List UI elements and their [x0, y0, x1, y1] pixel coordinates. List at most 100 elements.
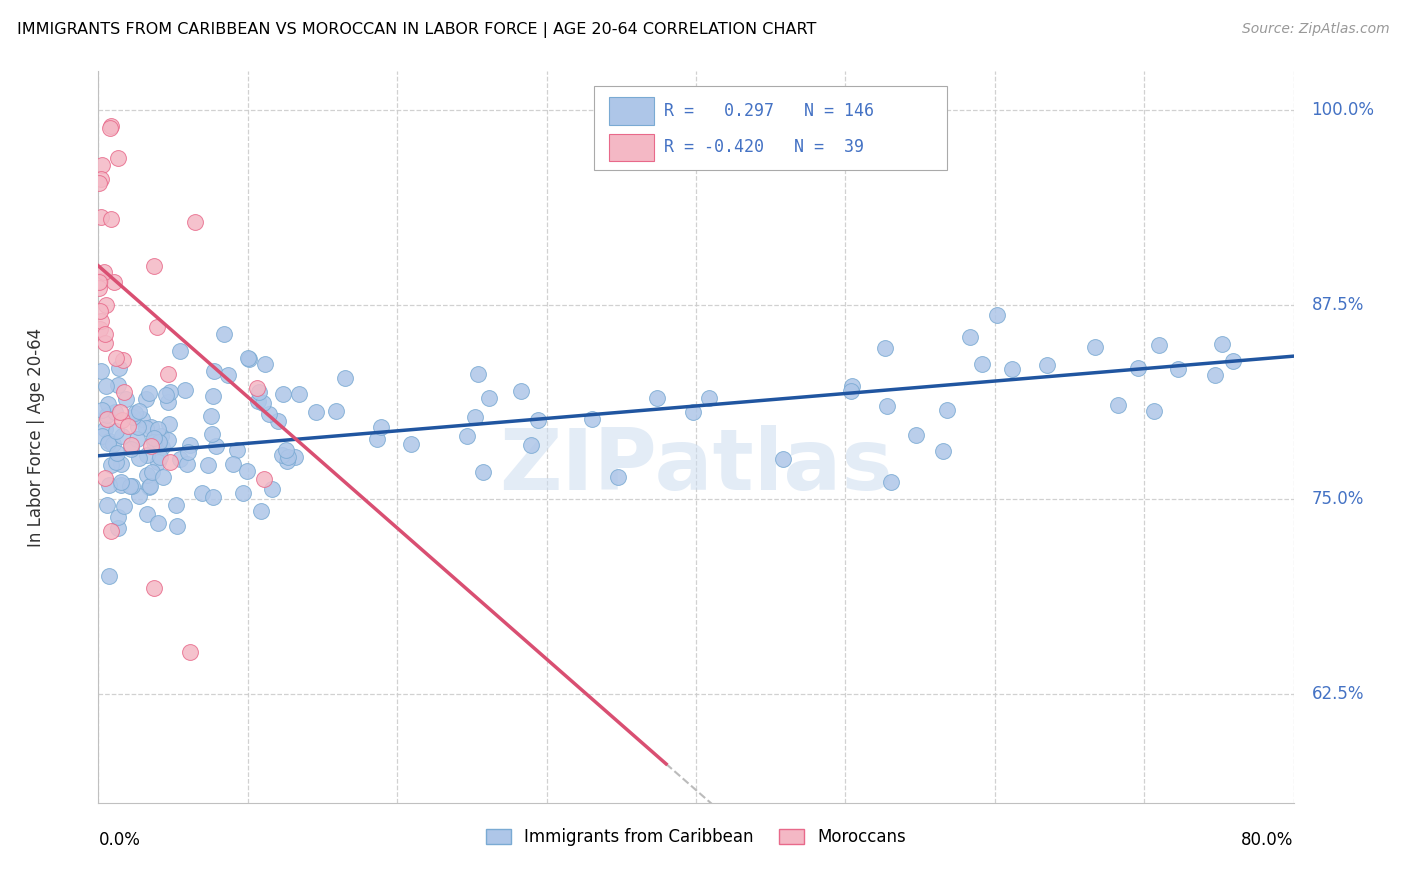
Point: [247, 384, 270, 399]
Point: [277, 450, 299, 464]
Point: [98, 477, 121, 491]
Point: [89, 274, 111, 288]
Point: [90, 172, 112, 186]
Point: [472, 465, 495, 479]
Point: [96, 408, 118, 422]
Point: [120, 479, 142, 493]
Point: [97, 397, 120, 411]
Point: [131, 412, 153, 426]
Point: [94, 298, 117, 312]
Point: [478, 391, 501, 405]
Point: [190, 486, 212, 500]
Point: [931, 444, 953, 458]
Point: [135, 421, 157, 435]
Point: [217, 368, 239, 382]
Point: [1036, 358, 1059, 372]
Point: [276, 453, 298, 467]
Point: [177, 445, 200, 459]
Point: [221, 457, 243, 471]
Point: [1204, 368, 1226, 382]
Point: [150, 428, 173, 442]
Point: [527, 413, 550, 427]
Point: [1149, 338, 1171, 352]
Point: [107, 521, 129, 535]
Point: [145, 320, 167, 334]
Point: [1222, 354, 1244, 368]
Point: [112, 499, 135, 513]
Point: [128, 489, 150, 503]
Point: [1084, 340, 1107, 354]
Point: [107, 510, 129, 524]
Point: [105, 351, 128, 365]
Point: [90, 211, 112, 225]
Point: [111, 429, 134, 443]
Text: 62.5%: 62.5%: [1312, 685, 1364, 703]
Point: [880, 475, 903, 490]
Point: [841, 384, 863, 398]
Point: [94, 336, 117, 351]
Point: [107, 378, 129, 392]
Point: [112, 353, 135, 368]
Point: [87, 176, 110, 190]
Point: [200, 409, 222, 424]
Point: [325, 404, 347, 418]
Point: [110, 475, 132, 490]
Point: [986, 309, 1008, 323]
Point: [169, 452, 191, 467]
Point: [100, 211, 122, 226]
FancyBboxPatch shape: [595, 86, 948, 170]
Text: 100.0%: 100.0%: [1312, 102, 1375, 120]
Text: R =   0.297   N = 146: R = 0.297 N = 146: [664, 102, 873, 120]
Point: [110, 478, 132, 492]
Point: [173, 384, 195, 398]
Text: 87.5%: 87.5%: [1312, 296, 1364, 314]
Point: [510, 384, 533, 398]
Point: [169, 343, 191, 358]
Point: [105, 424, 128, 438]
Point: [271, 387, 294, 401]
Point: [138, 481, 160, 495]
Point: [399, 437, 422, 451]
Point: [89, 304, 111, 318]
Point: [141, 465, 163, 479]
Point: [159, 455, 181, 469]
Point: [159, 384, 181, 399]
Point: [456, 429, 478, 443]
Point: [176, 457, 198, 471]
Point: [97, 436, 120, 450]
Point: [305, 405, 328, 419]
Point: [111, 413, 134, 427]
Point: [103, 276, 125, 290]
Point: [236, 351, 259, 365]
Point: [98, 120, 121, 135]
Point: [252, 396, 274, 410]
Point: [100, 119, 122, 133]
Point: [96, 412, 118, 426]
Point: [166, 519, 188, 533]
Point: [110, 458, 132, 472]
Point: [143, 434, 166, 449]
Point: [141, 439, 163, 453]
Text: R = -0.420   N =  39: R = -0.420 N = 39: [664, 138, 863, 156]
Point: [238, 352, 260, 367]
Point: [271, 448, 294, 462]
Point: [467, 368, 489, 382]
Point: [104, 405, 127, 419]
Point: [184, 215, 207, 229]
Point: [520, 438, 543, 452]
Point: [138, 479, 160, 493]
Point: [149, 450, 172, 464]
Point: [91, 429, 114, 443]
Point: [873, 341, 896, 355]
Text: In Labor Force | Age 20-64: In Labor Force | Age 20-64: [27, 327, 45, 547]
Point: [87, 281, 110, 295]
Point: [205, 439, 228, 453]
Point: [107, 360, 129, 375]
Point: [682, 404, 704, 418]
Point: [127, 420, 149, 434]
Point: [1000, 362, 1022, 376]
Text: 80.0%: 80.0%: [1241, 830, 1294, 849]
Point: [100, 524, 122, 539]
Point: [288, 387, 311, 401]
Point: [91, 403, 114, 417]
